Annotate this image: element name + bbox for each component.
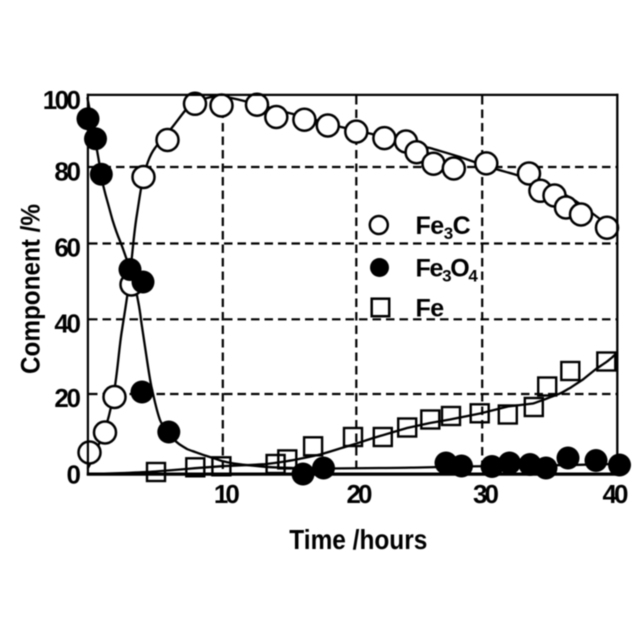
svg-text:20: 20 bbox=[347, 479, 373, 509]
svg-text:Component /%: Component /% bbox=[16, 204, 46, 374]
svg-text:Time /hours: Time /hours bbox=[289, 524, 427, 555]
svg-text:100: 100 bbox=[43, 85, 81, 115]
svg-text:40: 40 bbox=[603, 479, 629, 509]
svg-text:60: 60 bbox=[54, 233, 81, 263]
svg-text:30: 30 bbox=[473, 479, 499, 509]
svg-text:0: 0 bbox=[67, 459, 81, 489]
svg-text:Fe3C: Fe3C bbox=[416, 212, 471, 243]
svg-text:80: 80 bbox=[54, 156, 81, 186]
svg-text:40: 40 bbox=[54, 309, 81, 339]
svg-text:Fe: Fe bbox=[416, 294, 445, 322]
svg-text:10: 10 bbox=[214, 479, 240, 509]
svg-text:20: 20 bbox=[54, 383, 81, 413]
